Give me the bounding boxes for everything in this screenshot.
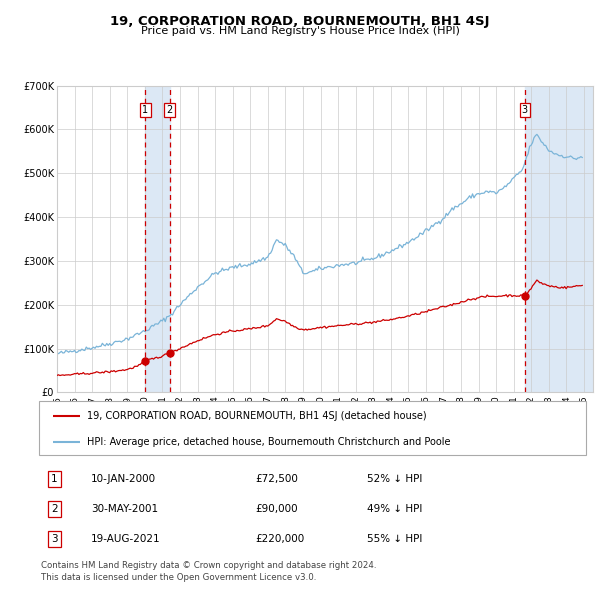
Bar — [525, 86, 593, 392]
Text: £72,500: £72,500 — [255, 474, 298, 484]
Text: Contains HM Land Registry data © Crown copyright and database right 2024.: Contains HM Land Registry data © Crown c… — [41, 560, 376, 569]
Text: 3: 3 — [51, 534, 58, 544]
Text: £90,000: £90,000 — [255, 504, 298, 514]
Point — [520, 291, 530, 301]
Text: 10-JAN-2000: 10-JAN-2000 — [91, 474, 156, 484]
Text: 1: 1 — [51, 474, 58, 484]
Bar — [145, 86, 170, 392]
Text: 3: 3 — [522, 104, 528, 114]
Text: HPI: Average price, detached house, Bournemouth Christchurch and Poole: HPI: Average price, detached house, Bour… — [87, 437, 451, 447]
Text: 19-AUG-2021: 19-AUG-2021 — [91, 534, 161, 544]
Text: 2: 2 — [166, 104, 173, 114]
Point — [140, 356, 150, 365]
Text: 30-MAY-2001: 30-MAY-2001 — [91, 504, 158, 514]
Point — [165, 348, 175, 358]
Text: 52% ↓ HPI: 52% ↓ HPI — [367, 474, 422, 484]
Text: 2: 2 — [51, 504, 58, 514]
Text: Price paid vs. HM Land Registry's House Price Index (HPI): Price paid vs. HM Land Registry's House … — [140, 26, 460, 36]
Text: 19, CORPORATION ROAD, BOURNEMOUTH, BH1 4SJ: 19, CORPORATION ROAD, BOURNEMOUTH, BH1 4… — [110, 15, 490, 28]
Text: 55% ↓ HPI: 55% ↓ HPI — [367, 534, 422, 544]
Text: £220,000: £220,000 — [255, 534, 304, 544]
Text: This data is licensed under the Open Government Licence v3.0.: This data is licensed under the Open Gov… — [41, 573, 316, 582]
Text: 19, CORPORATION ROAD, BOURNEMOUTH, BH1 4SJ (detached house): 19, CORPORATION ROAD, BOURNEMOUTH, BH1 4… — [87, 411, 427, 421]
Text: 49% ↓ HPI: 49% ↓ HPI — [367, 504, 422, 514]
Text: 1: 1 — [142, 104, 148, 114]
